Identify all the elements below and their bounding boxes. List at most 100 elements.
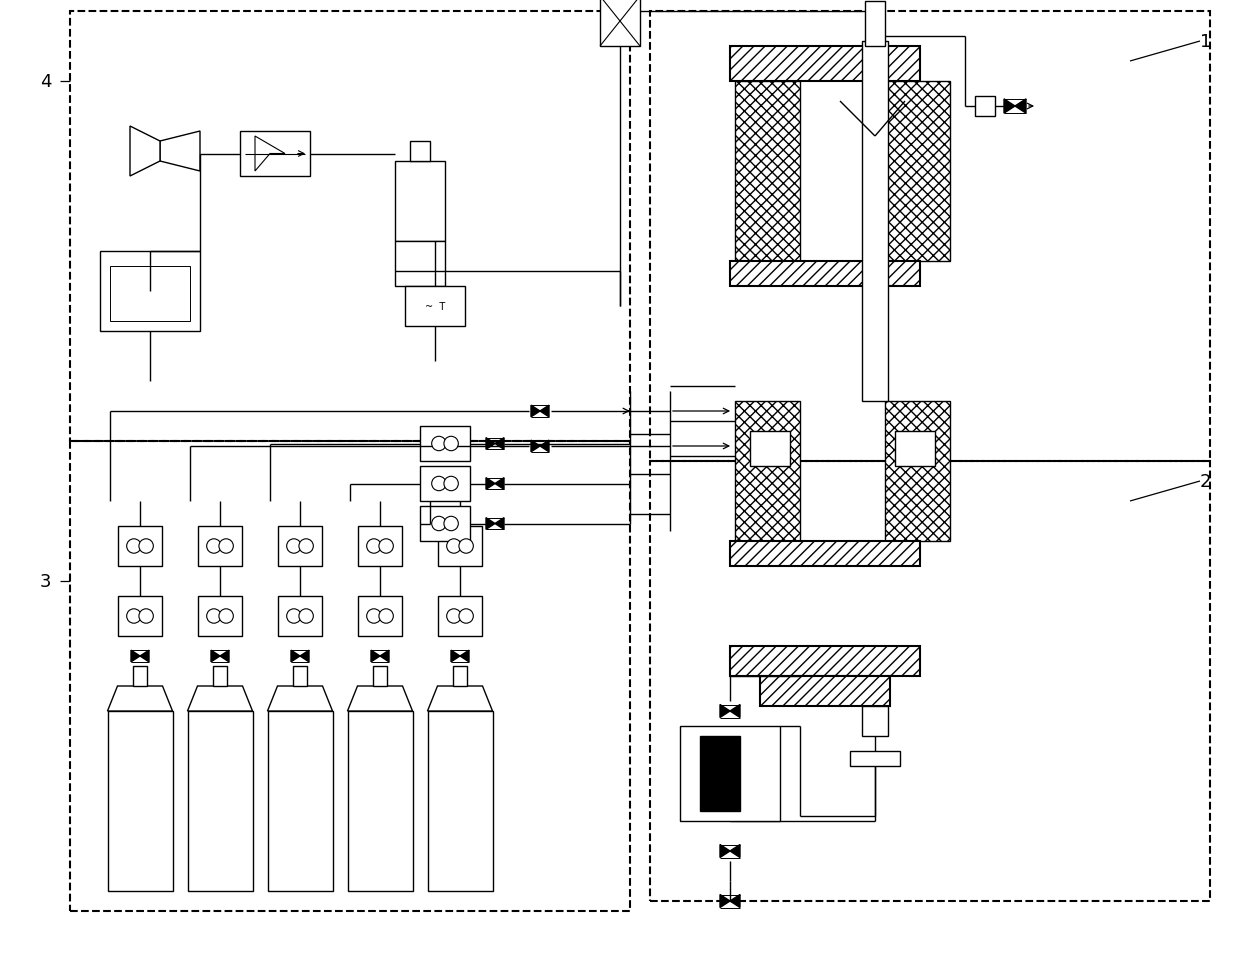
Bar — [373, 666, 387, 686]
Bar — [405, 286, 465, 327]
Polygon shape — [720, 845, 730, 857]
Polygon shape — [140, 651, 149, 662]
Bar — [975, 97, 994, 117]
Bar — [110, 267, 190, 322]
Bar — [187, 711, 253, 891]
Polygon shape — [347, 686, 413, 711]
Bar — [730, 261, 920, 286]
Polygon shape — [300, 651, 309, 662]
Bar — [862, 42, 888, 402]
Polygon shape — [371, 651, 379, 662]
Bar — [118, 527, 162, 566]
Bar — [420, 427, 470, 461]
Bar — [118, 597, 162, 636]
Bar — [69, 441, 630, 911]
Circle shape — [367, 539, 381, 554]
Bar — [866, 2, 885, 47]
Circle shape — [432, 437, 446, 452]
Circle shape — [432, 517, 446, 531]
Polygon shape — [730, 895, 740, 907]
Polygon shape — [486, 479, 495, 490]
Circle shape — [286, 539, 301, 554]
Bar — [278, 597, 322, 636]
Polygon shape — [131, 651, 140, 662]
Bar — [750, 431, 790, 466]
Bar — [730, 541, 920, 566]
Circle shape — [139, 539, 154, 554]
Polygon shape — [539, 441, 549, 453]
Text: 3: 3 — [40, 573, 52, 590]
Polygon shape — [730, 845, 740, 857]
Bar — [396, 242, 445, 286]
Bar — [293, 666, 308, 686]
Polygon shape — [451, 651, 460, 662]
Polygon shape — [495, 438, 503, 450]
Polygon shape — [268, 686, 332, 711]
Circle shape — [286, 609, 301, 624]
Polygon shape — [720, 895, 730, 907]
Bar — [885, 402, 950, 541]
Circle shape — [207, 609, 221, 624]
Polygon shape — [211, 651, 219, 662]
Polygon shape — [130, 127, 160, 177]
Bar — [453, 666, 467, 686]
Circle shape — [446, 539, 461, 554]
Polygon shape — [1016, 100, 1025, 114]
Polygon shape — [460, 651, 469, 662]
Polygon shape — [495, 479, 503, 490]
Bar — [268, 711, 332, 891]
Circle shape — [219, 539, 233, 554]
Bar — [701, 736, 740, 811]
Bar — [735, 402, 800, 541]
Bar — [198, 597, 242, 636]
Circle shape — [126, 539, 141, 554]
Circle shape — [126, 609, 141, 624]
Circle shape — [444, 437, 459, 452]
Polygon shape — [531, 441, 539, 453]
Circle shape — [379, 539, 393, 554]
Bar — [680, 727, 780, 821]
Circle shape — [299, 609, 314, 624]
Polygon shape — [187, 686, 253, 711]
Polygon shape — [108, 686, 172, 711]
Polygon shape — [486, 518, 495, 530]
Bar — [428, 711, 492, 891]
Polygon shape — [291, 651, 300, 662]
Polygon shape — [495, 518, 503, 530]
Bar — [600, 0, 640, 47]
Bar — [730, 647, 920, 677]
Bar — [730, 47, 920, 82]
Bar — [650, 461, 1210, 901]
Bar — [133, 666, 148, 686]
Polygon shape — [720, 704, 730, 718]
Polygon shape — [486, 438, 495, 450]
Circle shape — [207, 539, 221, 554]
Text: 1: 1 — [1200, 33, 1211, 51]
Bar — [420, 466, 470, 502]
Bar — [358, 527, 402, 566]
Bar — [885, 82, 950, 261]
Polygon shape — [539, 406, 549, 417]
Circle shape — [444, 517, 459, 531]
Polygon shape — [219, 651, 229, 662]
Circle shape — [139, 609, 154, 624]
Bar — [396, 161, 445, 242]
Bar — [410, 142, 430, 161]
Circle shape — [379, 609, 393, 624]
Bar — [862, 706, 888, 736]
Bar — [650, 12, 1210, 461]
Bar — [108, 711, 172, 891]
Bar — [735, 82, 800, 261]
Polygon shape — [531, 406, 539, 417]
Bar — [213, 666, 227, 686]
Bar — [358, 597, 402, 636]
Bar — [438, 527, 482, 566]
Bar — [760, 677, 890, 706]
Bar — [198, 527, 242, 566]
Text: 2: 2 — [1200, 473, 1211, 490]
Bar — [849, 752, 900, 766]
Bar — [278, 527, 322, 566]
Circle shape — [219, 609, 233, 624]
Circle shape — [299, 539, 314, 554]
Circle shape — [446, 609, 461, 624]
